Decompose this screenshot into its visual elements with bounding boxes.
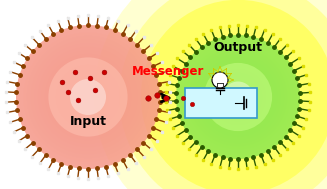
Circle shape [27, 36, 149, 158]
Circle shape [192, 50, 284, 143]
Circle shape [70, 79, 106, 115]
Text: Output: Output [214, 42, 263, 54]
Circle shape [204, 63, 272, 131]
Circle shape [84, 93, 92, 101]
Circle shape [59, 68, 117, 126]
Circle shape [179, 38, 297, 156]
Circle shape [45, 54, 131, 140]
Circle shape [30, 39, 146, 155]
Circle shape [20, 29, 156, 165]
Circle shape [188, 47, 288, 147]
Circle shape [176, 35, 300, 159]
Circle shape [219, 78, 257, 116]
Circle shape [16, 25, 160, 169]
Circle shape [213, 72, 263, 122]
Circle shape [48, 57, 128, 137]
Circle shape [66, 75, 110, 119]
Circle shape [16, 25, 160, 169]
Circle shape [141, 0, 327, 189]
Circle shape [119, 0, 327, 189]
Circle shape [34, 43, 142, 151]
Circle shape [210, 69, 266, 125]
Text: Messenger: Messenger [132, 66, 204, 78]
Circle shape [198, 57, 278, 137]
Circle shape [185, 44, 291, 150]
Circle shape [229, 88, 247, 106]
Circle shape [77, 86, 99, 108]
Circle shape [52, 61, 124, 133]
Circle shape [38, 47, 138, 147]
Circle shape [195, 54, 282, 140]
Bar [185, 88, 257, 118]
Circle shape [94, 0, 327, 189]
Circle shape [222, 81, 253, 112]
Circle shape [204, 63, 272, 131]
Circle shape [63, 72, 113, 122]
Circle shape [23, 32, 153, 162]
Circle shape [216, 75, 260, 119]
Circle shape [74, 83, 102, 111]
Circle shape [70, 79, 106, 115]
Circle shape [207, 66, 269, 128]
Circle shape [201, 60, 275, 134]
Circle shape [235, 94, 241, 100]
Circle shape [232, 91, 244, 103]
Text: Input: Input [70, 115, 107, 129]
Circle shape [81, 90, 95, 104]
Circle shape [222, 81, 253, 112]
Circle shape [41, 50, 135, 144]
Circle shape [182, 41, 294, 153]
Circle shape [212, 72, 228, 88]
Circle shape [56, 65, 120, 129]
Circle shape [176, 35, 300, 159]
Circle shape [48, 57, 128, 137]
Circle shape [226, 85, 250, 109]
